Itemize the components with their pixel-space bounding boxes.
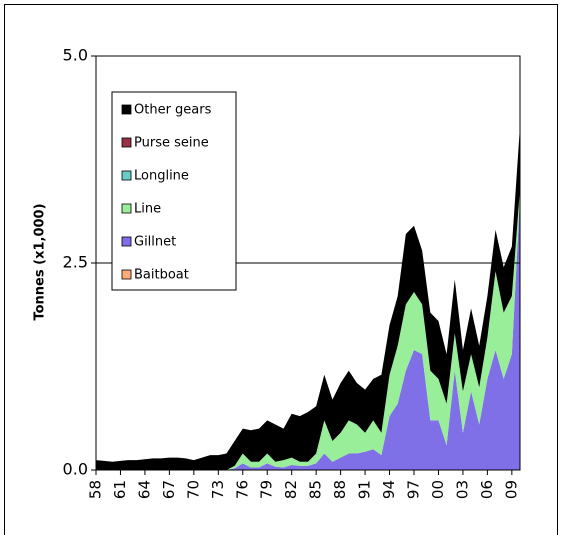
- x-tick-label: 91: [356, 480, 374, 499]
- legend-swatch: [121, 137, 132, 148]
- legend-label: Gillnet: [134, 235, 176, 250]
- plot-frame: [95, 55, 521, 471]
- legend-swatch: [121, 170, 132, 181]
- x-tick-label: 76: [233, 480, 251, 499]
- area: [96, 196, 520, 470]
- legend-swatch: [121, 269, 132, 280]
- x-tick-label: 64: [135, 480, 153, 499]
- y-axis-label: Tonnes (x1,000): [33, 203, 48, 320]
- x-tick-label: 03: [453, 480, 471, 499]
- x-tick-label: 82: [282, 480, 300, 499]
- x-tick-label: 61: [111, 480, 129, 499]
- x-tick-label: 97: [405, 480, 423, 499]
- x-tick-label: 06: [478, 480, 496, 499]
- legend-box: [111, 91, 237, 291]
- legend-label: Other gears: [134, 103, 212, 118]
- x-tick-label: 67: [160, 480, 178, 499]
- x-tick-label: 70: [184, 480, 202, 499]
- x-tick-label: 79: [258, 480, 276, 499]
- legend-label: Baitboat: [134, 268, 189, 283]
- legend-label: Purse seine: [134, 136, 209, 151]
- y-tick-label: 2.5: [63, 253, 88, 272]
- legend: Other gears Purse seine Longline Line Gillne…: [111, 91, 237, 291]
- y-tick-label: 0.0: [63, 460, 88, 479]
- x-tick-label: 58: [87, 480, 105, 499]
- legend-swatch: [121, 236, 132, 247]
- y-tick-label: 5.0: [63, 46, 88, 65]
- legend-label: Line: [134, 202, 161, 217]
- frame: [4, 4, 558, 535]
- x-tick-label: 94: [380, 480, 398, 499]
- x-tick-label: 00: [429, 480, 447, 499]
- legend-label: Longline: [134, 169, 189, 184]
- x-tick-label: 85: [307, 480, 325, 499]
- x-tick-label: 88: [331, 480, 349, 499]
- x-tick-label: 73: [209, 480, 227, 499]
- x-tick-label: 09: [502, 480, 520, 499]
- legend-swatch: [121, 203, 132, 214]
- legend-swatch: [121, 104, 132, 115]
